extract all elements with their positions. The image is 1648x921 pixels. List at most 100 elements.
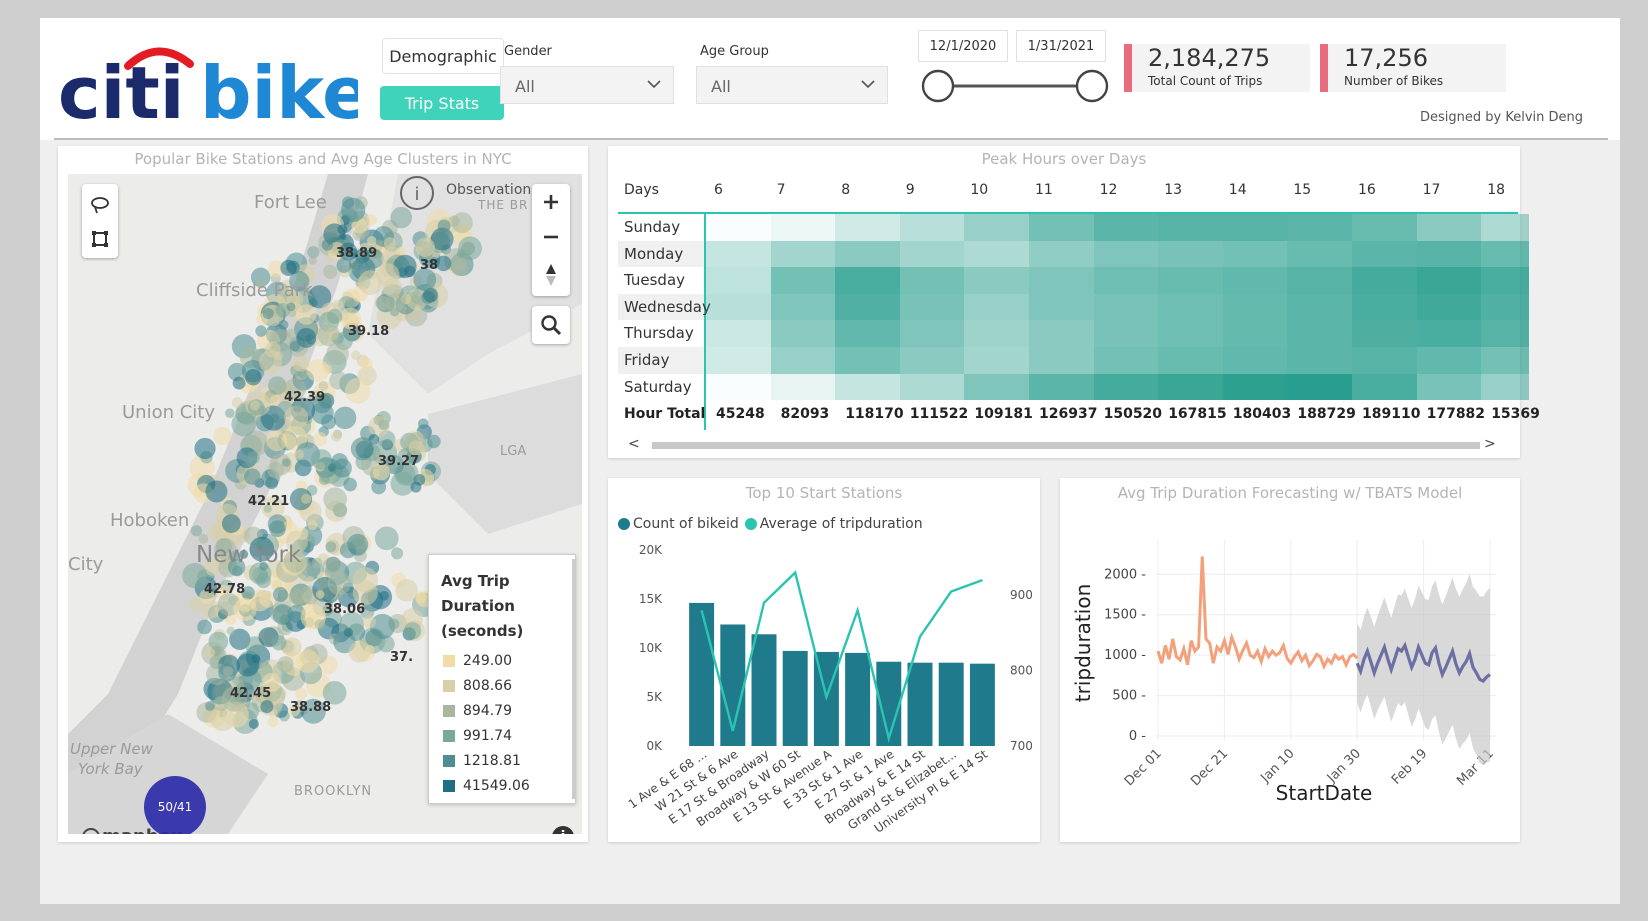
avg-tripduration-line[interactable]: [700, 570, 983, 743]
zoom-in-icon[interactable]: [542, 193, 560, 211]
age-group-dropdown[interactable]: All: [696, 66, 888, 104]
forecast-tripduration-line[interactable]: [1355, 641, 1491, 683]
bar-station-count[interactable]: [969, 663, 995, 746]
heatmap-cell: [1352, 240, 1417, 268]
day-row-label: Thursday: [624, 324, 694, 343]
map-select-tools: [82, 184, 118, 258]
cluster-age-label: 38: [420, 258, 439, 273]
map-info-button[interactable]: i: [552, 826, 574, 834]
observed-tripduration-line[interactable]: [1156, 556, 1359, 671]
lasso-select-icon[interactable]: [89, 194, 111, 216]
bar-station-count[interactable]: [720, 624, 746, 746]
map-view[interactable]: Fort Lee Cliffside Park Union City Hobok…: [68, 174, 582, 834]
info-circle-icon[interactable]: i: [398, 174, 436, 212]
station-dot: [377, 635, 395, 653]
cluster-age-label: 42.39: [284, 390, 326, 405]
logo-bike: bike: [200, 51, 358, 135]
x-axis-tick: Feb 19: [1389, 746, 1431, 788]
kpi-trips-label: Total Count of Trips: [1148, 74, 1263, 88]
heatmap-panel: Peak Hours over Days Days 6 7 8 9 10 11 12 13 14 1…: [608, 146, 1540, 458]
info-text: i: [561, 829, 566, 834]
bar-station-count[interactable]: [751, 634, 777, 746]
compass-icon[interactable]: [542, 263, 560, 287]
heatmap-cell: [1416, 373, 1482, 401]
header-bar: citi bike Demographic Trip Stats Gender …: [40, 18, 1620, 140]
header-divider: [54, 138, 1608, 140]
mapbox-attribution[interactable]: mapbox: [82, 826, 183, 834]
station-dot: [338, 242, 358, 261]
station-dot: [274, 351, 283, 361]
map-search-button[interactable]: [532, 306, 570, 344]
legend-swatch: [443, 655, 455, 667]
forecast-title: Avg Trip Duration Forecasting w/ TBATS M…: [1117, 484, 1463, 502]
map-place-label: Cliffside Park: [196, 280, 313, 301]
slider-start-handle[interactable]: [921, 69, 955, 103]
station-dot: [395, 579, 418, 602]
kpi-bikes-value: 17,256: [1344, 44, 1428, 72]
bar-station-count[interactable]: [845, 652, 871, 746]
age-group-label: Age Group: [700, 44, 769, 59]
cluster-age-label: 42.45: [230, 686, 272, 701]
map-place-label: THE BR: [478, 198, 529, 212]
heatmap-scrollbar[interactable]: [622, 438, 1518, 452]
bar-station-count[interactable]: [907, 662, 933, 746]
demographic-label: Demographic: [389, 46, 497, 66]
station-dot: [284, 377, 307, 400]
station-dot: [390, 471, 415, 496]
station-dot: [227, 558, 246, 576]
station-dot: [204, 558, 221, 576]
hour-total-value: 167815: [1168, 406, 1227, 423]
station-dot: [360, 357, 374, 371]
heatmap-cell: [1481, 240, 1530, 268]
station-dot: [307, 246, 320, 259]
station-dot: [190, 525, 203, 537]
station-dot: [301, 493, 312, 504]
start-date-input[interactable]: 12/1/2020: [918, 30, 1008, 62]
date-range-slider[interactable]: [920, 66, 1110, 106]
day-row-label: Saturday: [624, 377, 692, 396]
legend-dot: [744, 518, 757, 530]
heatmap-cell: [1416, 347, 1482, 374]
station-dot: [210, 705, 236, 732]
slider-end-handle[interactable]: [1075, 69, 1109, 103]
heatmap-cell: [964, 267, 1029, 294]
day-row-label: Monday: [624, 244, 684, 263]
station-dot: [315, 590, 325, 599]
bar-station-count[interactable]: [689, 602, 715, 746]
station-dot: [204, 646, 215, 658]
hour-total-value: 177882: [1426, 406, 1486, 423]
station-dot: [430, 227, 454, 251]
heatmap-cell: [770, 214, 836, 241]
map-place-label: Fort Lee: [254, 192, 327, 213]
station-dot: [339, 307, 362, 330]
gender-value: All: [515, 77, 535, 96]
station-dot: [221, 686, 248, 712]
scroll-right-button[interactable]: >: [1484, 436, 1496, 452]
station-dot: [232, 376, 246, 390]
gender-dropdown[interactable]: All: [500, 66, 674, 104]
designed-by-credit: Designed by Kelvin Deng: [1420, 110, 1584, 125]
bar-station-count[interactable]: [782, 650, 808, 746]
heatmap-cell: [1222, 347, 1288, 374]
station-dot: [366, 214, 378, 226]
demographic-button[interactable]: Demographic: [382, 38, 504, 74]
station-dot: [390, 206, 412, 229]
map-overlay-badge: 50/41: [144, 776, 206, 834]
trip-stats-button[interactable]: Trip Stats: [380, 86, 504, 120]
heatmap-cell: [1029, 240, 1094, 268]
hour-column-header: 9: [905, 182, 915, 198]
zoom-out-icon[interactable]: [542, 228, 560, 246]
scroll-left-button[interactable]: <: [628, 436, 640, 452]
hour-total-label: Hour Total: [624, 406, 706, 423]
citibike-logo: citi bike: [58, 47, 358, 135]
station-dot: [293, 403, 302, 413]
heatmap-cell: [1093, 267, 1159, 294]
hour-column-header: 10: [970, 182, 989, 198]
bar-station-count[interactable]: [938, 662, 964, 746]
station-dot: [396, 246, 406, 257]
legend-scrollbar[interactable]: [572, 559, 575, 799]
station-dot: [333, 406, 357, 430]
end-date-input[interactable]: 1/31/2021: [1016, 30, 1106, 62]
legend-dot: [618, 518, 630, 530]
rect-select-icon[interactable]: [91, 230, 109, 248]
